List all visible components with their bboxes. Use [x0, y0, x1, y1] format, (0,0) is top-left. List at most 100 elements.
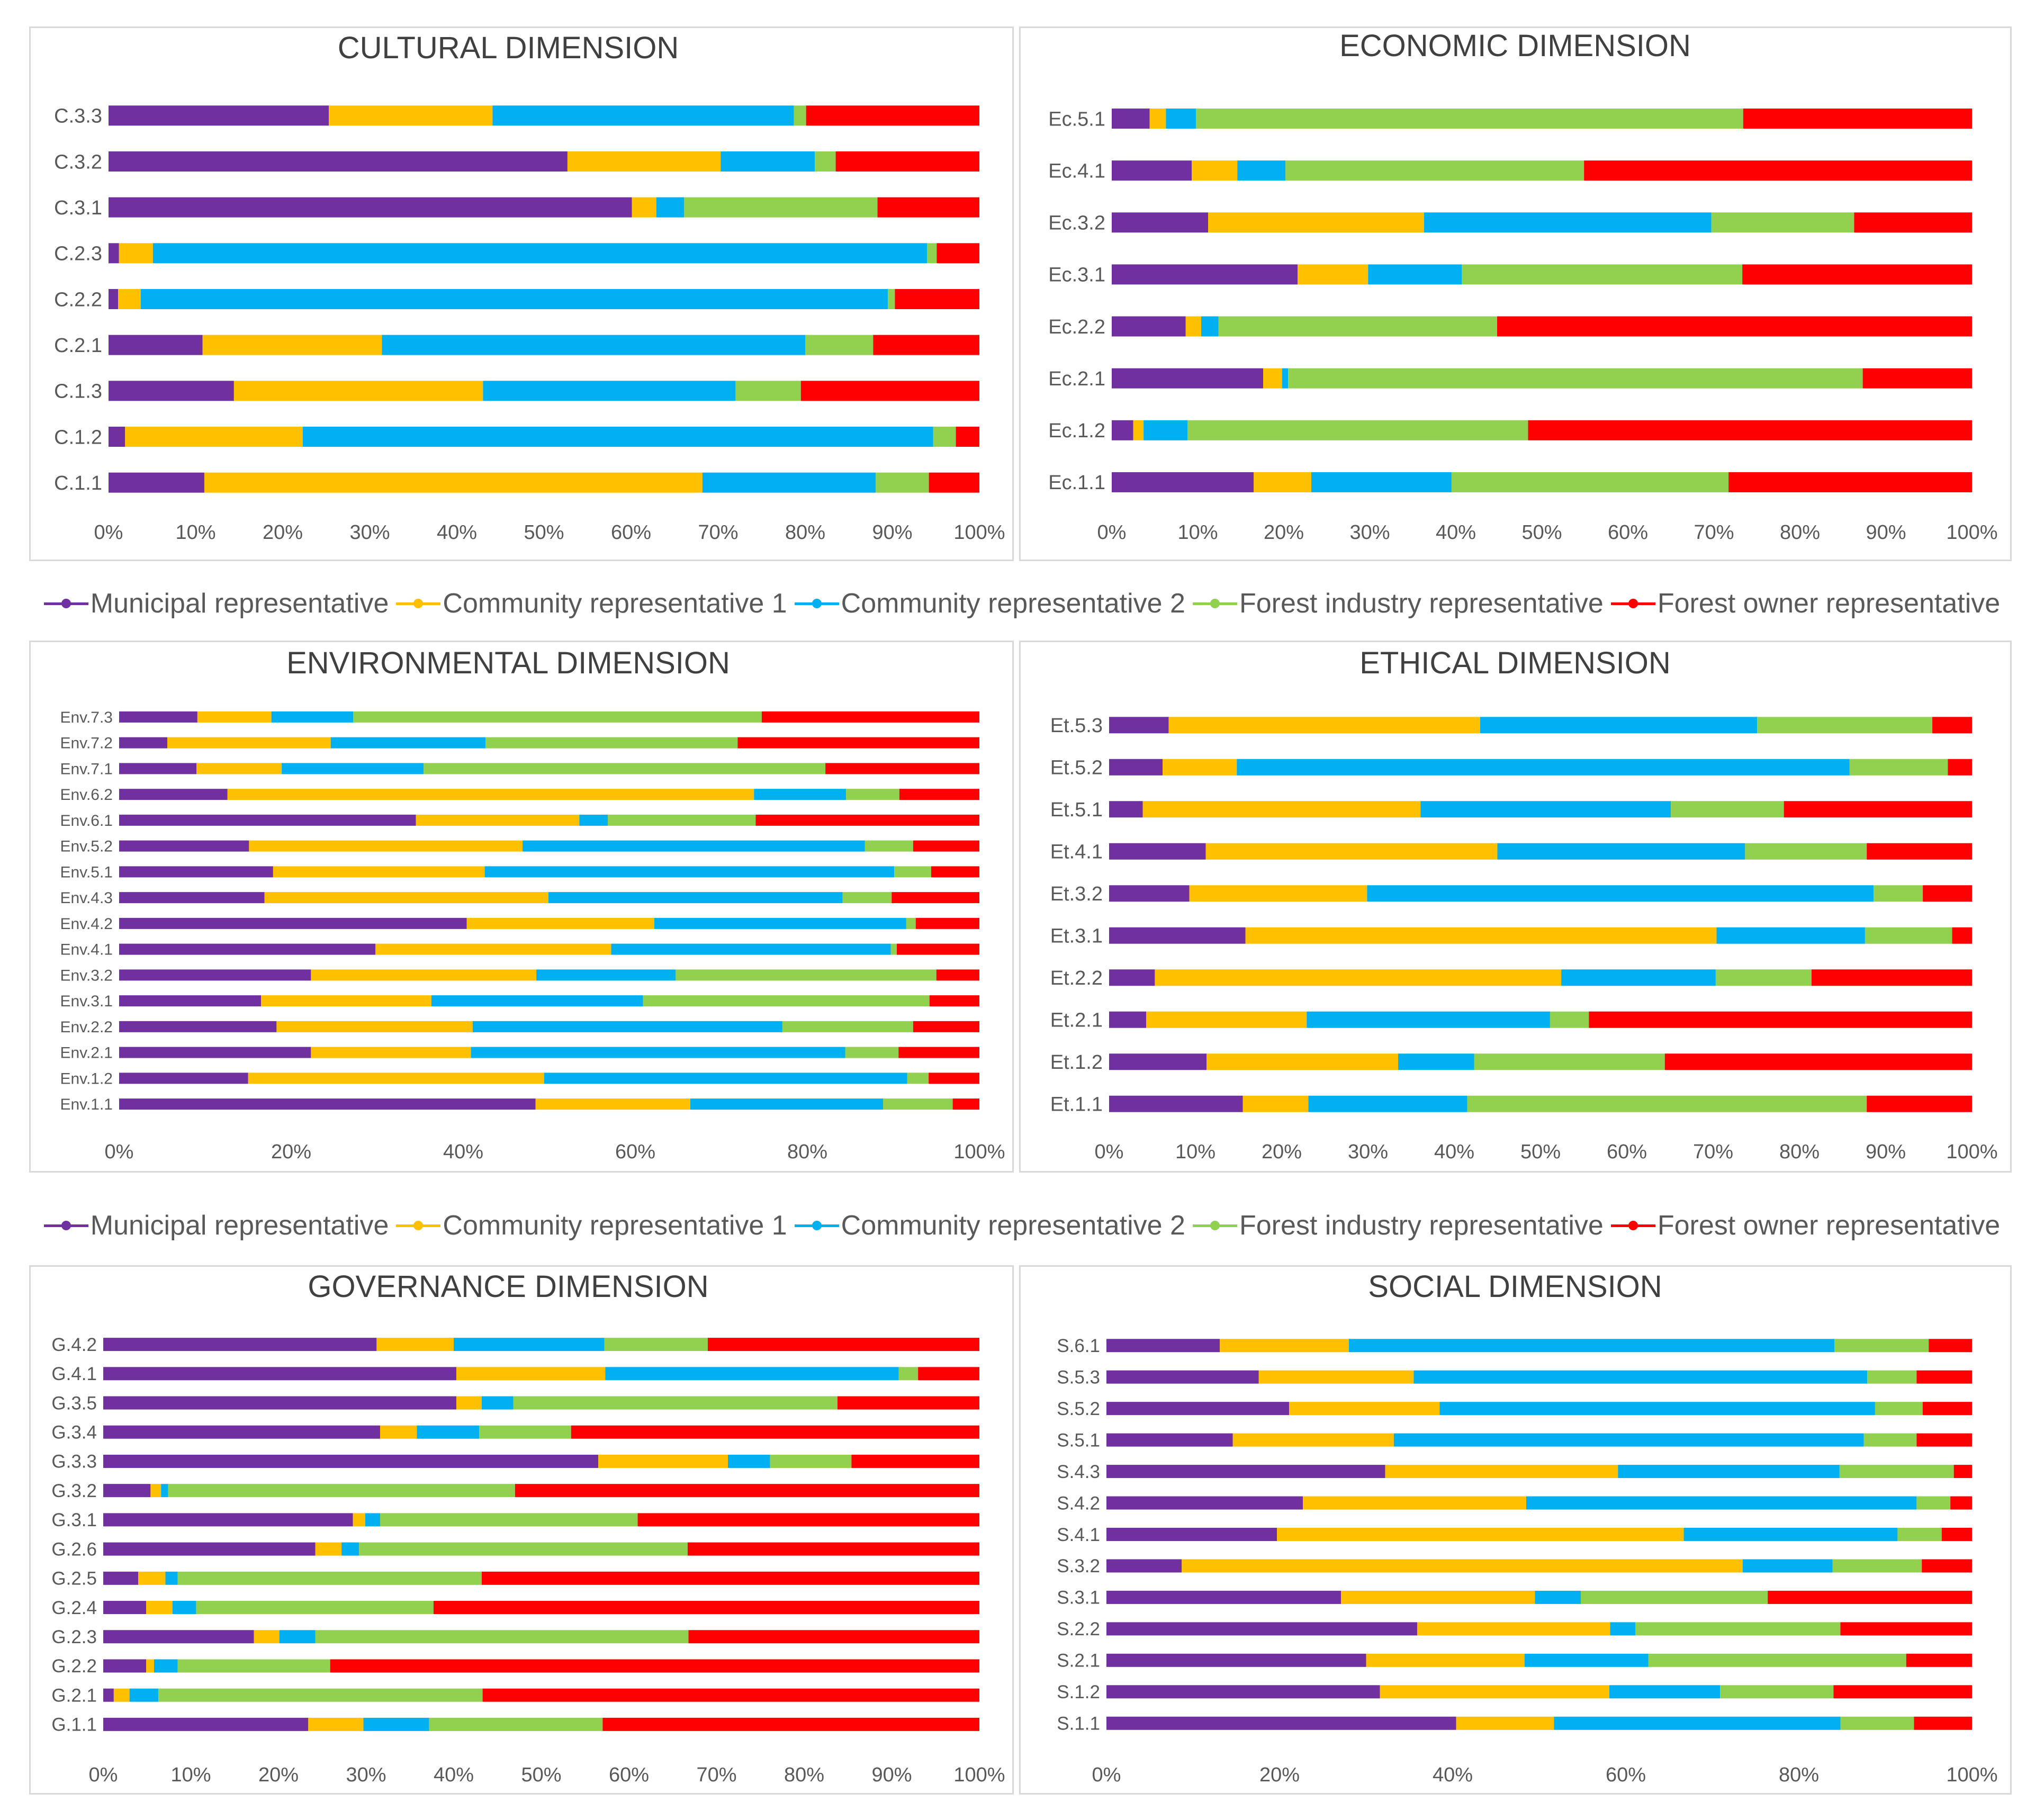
bar-segment [103, 1425, 380, 1439]
category-label: G.3.4 [51, 1422, 97, 1443]
x-tick-label: 40% [1434, 1141, 1474, 1163]
x-tick-label: 20% [1262, 1141, 1302, 1163]
bar-segment [770, 1454, 852, 1468]
bar-segment [103, 1630, 254, 1644]
bar-segment [1413, 1370, 1868, 1384]
bar-segment [892, 892, 979, 904]
bar-segment [929, 1073, 979, 1084]
category-label: C.1.3 [54, 381, 102, 403]
bar-segment [103, 1513, 353, 1527]
bar-segment [835, 151, 979, 172]
bar-segment [1497, 316, 1972, 337]
bar-segment [150, 1484, 161, 1498]
bar-segment [168, 1484, 515, 1498]
bar-segment [1914, 1716, 1972, 1730]
category-label: G.2.3 [51, 1627, 97, 1647]
bar-segment [1618, 1465, 1840, 1479]
bar-segment [1742, 1559, 1833, 1573]
bar-segment [1784, 801, 1972, 818]
bar-segment [1109, 843, 1206, 860]
bar-segment [1929, 1339, 1972, 1353]
bar-segment [1109, 885, 1190, 902]
bar-segment [1854, 212, 1972, 233]
bar-segment [1206, 1053, 1399, 1070]
bar-segment [1109, 801, 1143, 818]
category-label: Env.4.1 [60, 941, 113, 959]
category-label: S.3.2 [1057, 1556, 1100, 1576]
bar-segment [1109, 1095, 1243, 1112]
x-tick-label: 20% [1264, 521, 1304, 544]
bar-segment [1916, 1496, 1951, 1510]
bar-segment [1874, 885, 1923, 902]
bar-segment [330, 737, 486, 749]
bar-segment [1298, 264, 1368, 285]
bar-segment [1648, 1653, 1906, 1667]
bar-segment [846, 789, 899, 800]
bar-segment [579, 814, 608, 826]
bar-segment [492, 105, 794, 126]
category-label: G.1.1 [51, 1715, 97, 1735]
bar-segment [536, 969, 676, 981]
bar-segment [929, 995, 979, 1007]
bar-segment [1232, 1433, 1394, 1447]
bar-segment [1952, 927, 1972, 944]
bar-segment [1237, 160, 1286, 181]
bar-segment [119, 789, 228, 800]
category-label: Env.6.1 [60, 812, 113, 830]
bar-segment [929, 472, 979, 493]
category-label: G.2.6 [51, 1539, 97, 1560]
bar-segment [643, 995, 930, 1007]
category-label: C.2.2 [54, 289, 102, 311]
bar-segment [276, 1021, 473, 1032]
bar-segment [956, 427, 979, 447]
bar-segment [842, 892, 892, 904]
bar-segment [702, 472, 876, 493]
bar-segment [1528, 420, 1972, 440]
category-label: S.4.3 [1057, 1462, 1100, 1482]
legend-marker [1192, 1215, 1237, 1236]
x-tick-label: 10% [1177, 521, 1218, 544]
x-tick-label: 30% [346, 1764, 386, 1786]
category-label: Env.7.1 [60, 760, 113, 778]
bar-segment [1589, 1011, 1972, 1028]
bar-segment [1146, 1011, 1307, 1028]
bar-segment [483, 381, 736, 401]
bar-segment [119, 866, 273, 878]
bar-segment [1609, 1685, 1721, 1699]
bar-segment [1953, 1465, 1972, 1479]
bar-segment [899, 789, 979, 800]
bar-segment [1393, 1433, 1864, 1447]
bar-segment [1196, 109, 1743, 129]
bar-segment [845, 1047, 899, 1058]
category-label: Env.7.2 [60, 735, 113, 752]
x-tick-label: 10% [1175, 1141, 1215, 1163]
bar-segment [1664, 1053, 1972, 1070]
category-label: C.1.2 [54, 426, 102, 448]
bar-segment [1526, 1496, 1917, 1510]
bar-segment [196, 1601, 434, 1615]
x-tick-label: 0% [89, 1764, 118, 1786]
bar-segment [1610, 1622, 1635, 1636]
bar-segment [535, 1098, 690, 1110]
x-tick-label: 90% [871, 1764, 912, 1786]
bar-segment [311, 1047, 471, 1058]
bar-segment [1671, 801, 1784, 818]
bar-segment [825, 763, 979, 774]
category-label: C.3.1 [54, 197, 102, 219]
bar-segment [1189, 885, 1367, 902]
legend-item-forest-industry: Forest industry representative [1192, 1210, 1604, 1241]
bar-segment [913, 840, 979, 852]
bar-segment [687, 1542, 979, 1556]
bar-segment [1948, 759, 1972, 776]
bar-segment [637, 1513, 979, 1527]
bar-segment [1307, 1011, 1550, 1028]
category-label: Env.1.2 [60, 1070, 113, 1087]
bar-segment [279, 1630, 316, 1644]
bar-segment [897, 943, 979, 955]
bar-segment [1308, 1095, 1467, 1112]
bar-segment [605, 1367, 899, 1381]
bar-segment [604, 1338, 708, 1352]
bar-segment [931, 866, 979, 878]
